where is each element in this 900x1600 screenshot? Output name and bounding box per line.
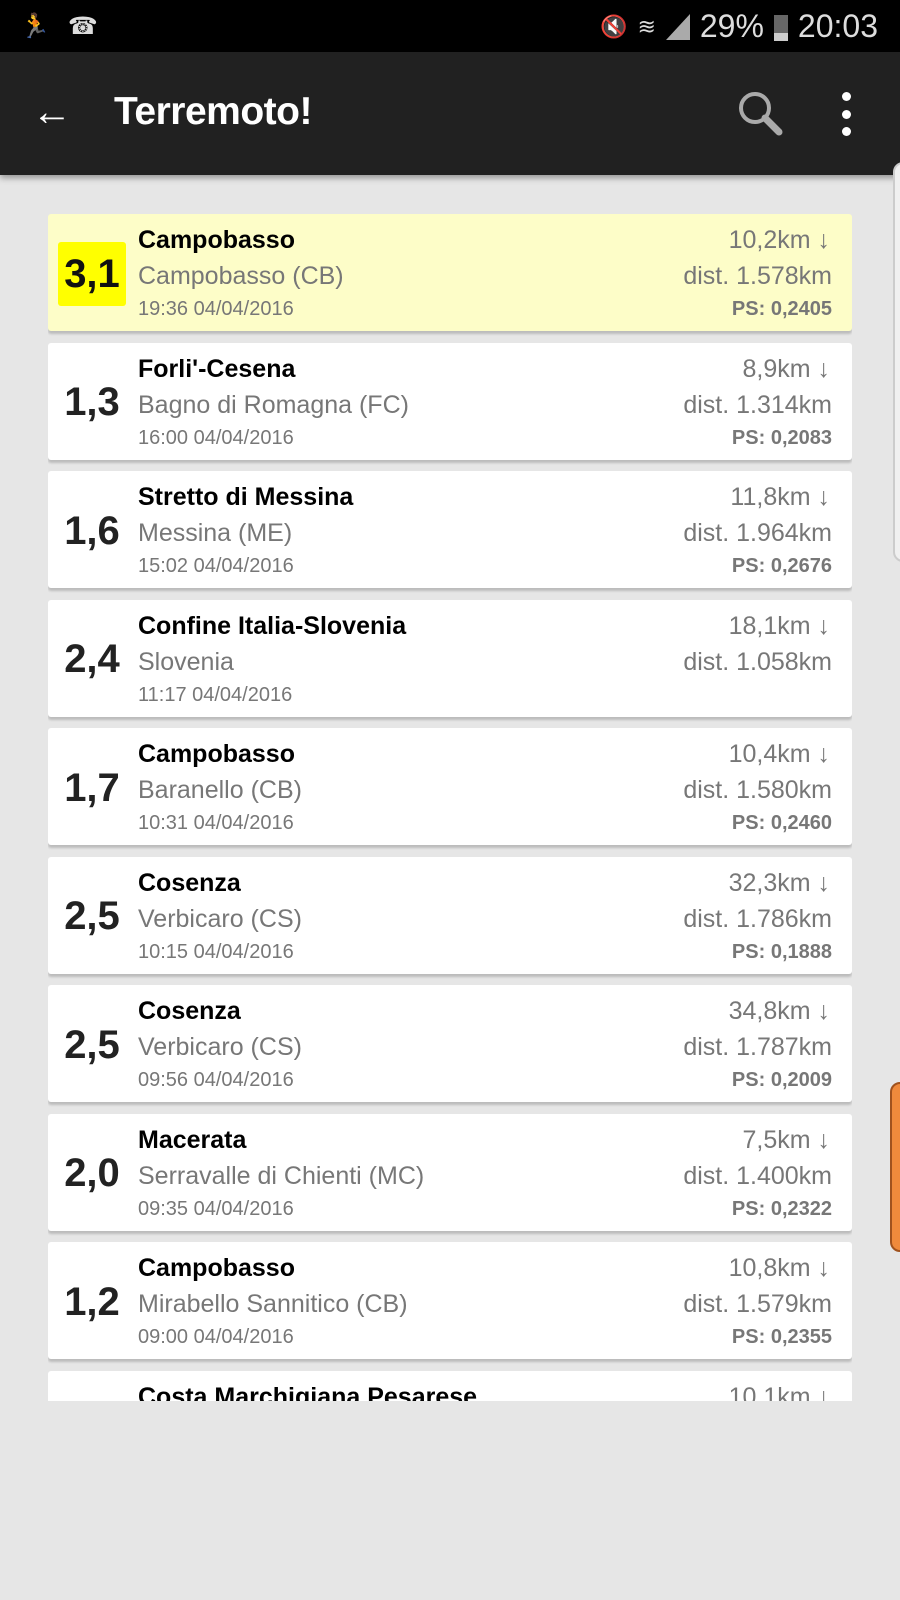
event-time: 10:15 04/04/2016 <box>138 940 294 963</box>
event-time: 15:02 04/04/2016 <box>138 555 294 577</box>
page-title: Terremoto! <box>114 90 312 133</box>
earthquake-card[interactable]: 1,3 Forli'-Cesena Bagno di Romagna (FC) 16:… <box>48 342 852 460</box>
event-time: 09:56 04/04/2016 <box>138 1069 294 1091</box>
depth: 34,8km ↓ <box>728 997 830 1025</box>
ps-value: PS: 0,2460 <box>731 812 832 834</box>
app-bar: ← Terremoto! <box>0 52 900 175</box>
earthquake-card[interactable]: 1,7 Campobasso Baranello (CB) 10:31 04/04/2… <box>48 728 852 845</box>
place-name: Verbicaro (CS) <box>138 1033 302 1061</box>
distance: dist. 1.579km <box>683 1290 832 1318</box>
event-time: 10:31 04/04/2016 <box>138 812 294 834</box>
depth: 7,5km ↓ <box>742 1125 830 1154</box>
earthquake-list[interactable]: 3,1 Campobasso Campobasso (CB) 19:36 04/04/… <box>48 214 852 1401</box>
depth: 10,2km ↓ <box>728 226 830 254</box>
earthquake-card[interactable]: 2,5 Cosenza Verbicaro (CS) 09:56 04/04/2016… <box>48 985 852 1102</box>
depth: 32,3km ↓ <box>728 868 830 897</box>
place-name: Baranello (CB) <box>138 776 302 804</box>
place-name: Bagno di Romagna (FC) <box>138 390 409 419</box>
place-name: Messina (ME) <box>138 519 293 547</box>
distance: dist. 1.964km <box>683 519 832 547</box>
event-time: 09:00 04/04/2016 <box>138 1326 294 1348</box>
area-name: Cosenza <box>138 997 241 1025</box>
ps-value: PS: 0,2009 <box>731 1069 832 1091</box>
ps-value: PS: 0,2405 <box>731 298 832 320</box>
place-name: Verbicaro (CS) <box>138 904 302 933</box>
earthquake-card[interactable]: 2,5 Cosenza Verbicaro (CS) 10:15 04/04/2016… <box>48 856 852 974</box>
fitness-icon: 🏃 <box>20 13 50 40</box>
magnitude: 1,3 <box>64 380 120 424</box>
ps-value: PS: 0,1888 <box>731 940 832 963</box>
depth: 10,4km ↓ <box>728 740 830 768</box>
earthquake-card[interactable]: 3,1 Campobasso Campobasso (CB) 19:36 04/04/… <box>48 214 852 331</box>
missed-call-icon: ☎ <box>67 13 98 40</box>
depth: 10,1km ↓ <box>728 1382 830 1402</box>
place-name: Slovenia <box>138 647 234 676</box>
magnitude: 2,4 <box>64 637 120 681</box>
depth: 18,1km ↓ <box>728 611 830 640</box>
battery-text: 29% <box>699 8 764 44</box>
distance: dist. 1.787km <box>683 1033 832 1061</box>
ps-value: PS: 0,2355 <box>731 1326 832 1348</box>
status-bar: 🏃 ☎ 🔇 ≋ 29% 20:03 <box>0 0 900 52</box>
area-name: Cosenza <box>138 868 241 897</box>
area-name: Costa Marchigiana Pesarese <box>138 1382 478 1402</box>
area-name: Stretto di Messina <box>138 483 354 511</box>
distance: dist. 1.400km <box>683 1161 832 1190</box>
area-name: Forli'-Cesena <box>138 354 296 383</box>
distance: dist. 1.580km <box>683 776 832 804</box>
magnitude: 1,2 <box>64 1279 120 1324</box>
earthquake-card[interactable]: 2,0 Macerata Serravalle di Chienti (MC) 09:… <box>48 1113 852 1231</box>
event-time: 19:36 04/04/2016 <box>138 298 294 320</box>
magnitude: 2,5 <box>64 894 120 938</box>
distance: dist. 1.786km <box>683 904 832 933</box>
search-icon[interactable] <box>735 88 785 138</box>
depth: 11,8km ↓ <box>730 483 830 511</box>
event-time: 16:00 04/04/2016 <box>138 426 294 449</box>
magnitude: 2,5 <box>64 1022 120 1067</box>
earthquake-card[interactable]: 2,4 Confine Italia-Slovenia Slovenia 11:17 … <box>48 599 852 717</box>
distance: dist. 1.058km <box>683 647 832 676</box>
distance: dist. 1.578km <box>683 262 832 290</box>
area-name: Campobasso <box>138 226 295 254</box>
area-name: Campobasso <box>138 740 295 768</box>
edge-handle[interactable] <box>890 1082 900 1252</box>
battery-icon <box>773 14 788 41</box>
distance: dist. 1.314km <box>683 390 832 419</box>
earthquake-card[interactable]: Costa Marchigiana Pesarese 10,1km ↓ <box>48 1370 852 1402</box>
ps-value: PS: 0,2322 <box>731 1197 832 1220</box>
event-time: 11:17 04/04/2016 <box>138 683 293 706</box>
magnitude: 1,6 <box>64 508 120 553</box>
place-name: Campobasso (CB) <box>138 262 344 290</box>
depth: 10,8km ↓ <box>728 1254 830 1282</box>
magnitude: 1,7 <box>64 765 120 810</box>
edge-panel[interactable] <box>893 162 900 562</box>
event-time: 09:35 04/04/2016 <box>138 1197 294 1220</box>
area-name: Campobasso <box>138 1254 295 1282</box>
clock: 20:03 <box>797 8 878 44</box>
place-name: Mirabello Sannitico (CB) <box>138 1290 408 1318</box>
ps-value: PS: 0,2083 <box>731 426 832 449</box>
earthquake-card[interactable]: 1,6 Stretto di Messina Messina (ME) 15:02 0… <box>48 471 852 588</box>
vibrate-mute-icon: 🔇 <box>600 13 628 39</box>
magnitude: 3,1 <box>58 242 126 306</box>
depth: 8,9km ↓ <box>742 354 830 383</box>
earthquake-card[interactable]: 1,2 Campobasso Mirabello Sannitico (CB) 09:… <box>48 1242 852 1359</box>
magnitude: 2,0 <box>64 1151 120 1195</box>
wifi-icon: ≋ <box>637 13 656 39</box>
arrow-left-icon[interactable]: ← <box>32 90 72 134</box>
more-vert-icon[interactable] <box>838 92 854 136</box>
ps-value: PS: 0,2676 <box>731 555 832 577</box>
signal-icon <box>665 13 690 40</box>
area-name: Macerata <box>138 1125 247 1154</box>
place-name: Serravalle di Chienti (MC) <box>138 1161 425 1190</box>
area-name: Confine Italia-Slovenia <box>138 611 407 640</box>
